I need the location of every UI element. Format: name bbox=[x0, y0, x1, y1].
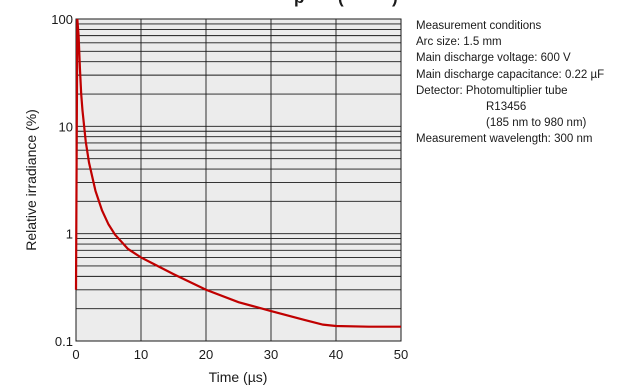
discharge-capacitance: Main discharge capacitance: 0.22 µF bbox=[416, 68, 605, 81]
x-tick-label: 20 bbox=[199, 347, 213, 362]
y-tick-label: 0.1 bbox=[55, 334, 73, 349]
chart-title-close-paren: ) bbox=[392, 0, 398, 7]
detector-model: R13456 bbox=[486, 101, 527, 114]
y-tick-label: 1 bbox=[66, 227, 73, 242]
conditions-heading: Measurement conditions bbox=[416, 20, 542, 32]
chart-title-fragment: p bbox=[294, 0, 304, 7]
y-axis-label: Relative irradiance (%) bbox=[23, 109, 39, 251]
x-tick-labels: 0 10 20 30 40 50 bbox=[72, 347, 408, 362]
y-tick-labels: 0.1 1 10 100 bbox=[51, 12, 73, 349]
y-tick-label: 10 bbox=[59, 119, 73, 134]
discharge-voltage: Main discharge voltage: 600 V bbox=[416, 52, 571, 65]
series-line bbox=[74, 18, 401, 328]
x-tick-label: 50 bbox=[394, 347, 408, 362]
detector-range: (185 nm to 980 nm) bbox=[486, 117, 587, 130]
plot-grid bbox=[76, 19, 401, 341]
arc-size: Arc size: 1.5 mm bbox=[416, 36, 502, 49]
chart-title-open-paren: ( bbox=[338, 0, 344, 7]
measurement-wavelength: Measurement wavelength: 300 nm bbox=[416, 133, 593, 146]
measurement-conditions: Measurement conditions Arc size: 1.5 mm … bbox=[416, 18, 604, 148]
y-tick-label: 100 bbox=[51, 12, 73, 27]
detector: Detector: Photomultiplier tube bbox=[416, 84, 568, 97]
x-tick-label: 0 bbox=[72, 347, 79, 362]
x-tick-label: 10 bbox=[134, 347, 148, 362]
x-tick-label: 30 bbox=[264, 347, 278, 362]
x-tick-label: 40 bbox=[329, 347, 343, 362]
x-axis-label: Time (µs) bbox=[209, 369, 268, 385]
plot-area bbox=[75, 18, 402, 342]
